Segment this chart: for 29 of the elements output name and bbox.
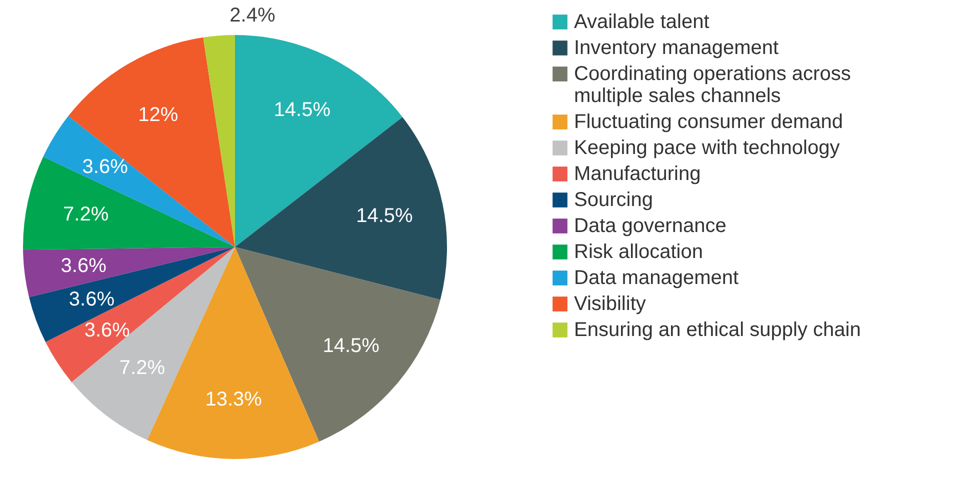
- data-label: 3.6%: [60, 255, 107, 278]
- data-label: 14.5%: [322, 335, 380, 358]
- data-label: 3.6%: [68, 288, 115, 311]
- legend-label: Data governance: [574, 215, 726, 237]
- pie-slice: [29, 247, 235, 342]
- data-label: 12%: [138, 104, 178, 126]
- legend-label: Keeping pace with technology: [574, 137, 840, 159]
- legend-label: Data management: [574, 267, 739, 289]
- data-label: 13.3%: [205, 388, 262, 411]
- legend-label: Sourcing: [574, 189, 653, 211]
- legend-label: Inventory management: [574, 37, 780, 59]
- pie-slice: [23, 156, 235, 250]
- pie-slice: [46, 247, 235, 382]
- legend-label: Manufacturing: [574, 163, 701, 185]
- legend-label: Fluctuating consumer demand: [574, 111, 844, 133]
- data-label: 7.2%: [119, 357, 166, 380]
- data-label: 7.2%: [63, 204, 109, 226]
- legend-label: Ensuring an ethical supply chain: [574, 319, 861, 341]
- legend-label: Coordinating operations across multiple sales channels: [574, 63, 851, 107]
- data-label: 3.6%: [84, 319, 130, 342]
- data-label: 14.5%: [356, 205, 414, 228]
- pie-slice: [203, 35, 235, 247]
- data-label: 3.6%: [82, 156, 128, 178]
- legend-label: Risk allocation: [574, 241, 703, 263]
- legend-label: Available talent: [574, 11, 710, 33]
- legend-label: Visibility: [574, 293, 646, 315]
- data-label: 2.4%: [230, 4, 276, 27]
- pie-slice: [235, 117, 447, 300]
- data-label: 14.5%: [274, 98, 331, 121]
